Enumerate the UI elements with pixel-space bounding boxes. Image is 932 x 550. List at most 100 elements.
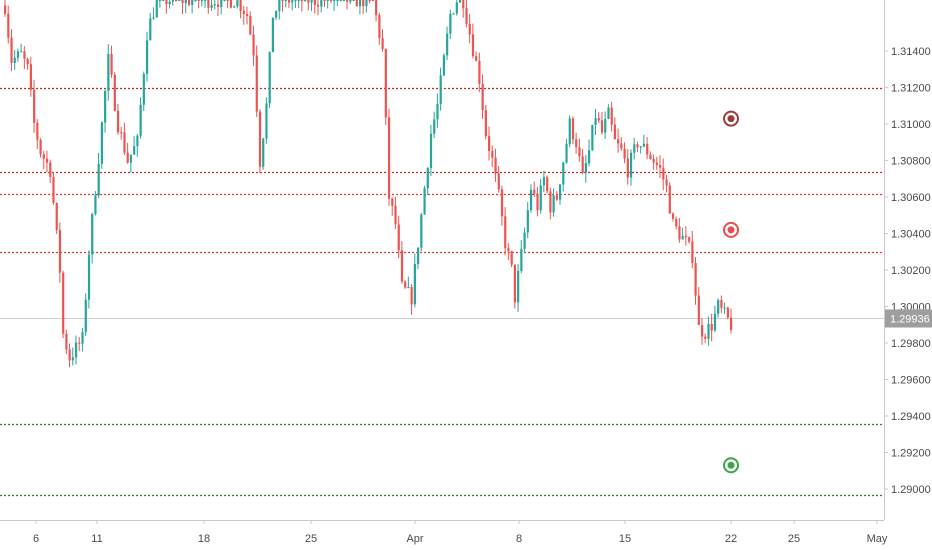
candle-body (381, 38, 384, 49)
candle-body (497, 173, 500, 190)
x-tick-label: 11 (91, 533, 102, 545)
candle-body (129, 154, 133, 163)
candle-body (384, 48, 387, 118)
candle-body (187, 0, 191, 5)
candle-body (352, 0, 355, 1)
candle-body (423, 188, 426, 215)
candle-body (529, 189, 533, 211)
candle-body (26, 59, 29, 65)
candle-body (197, 0, 200, 1)
candle-body (165, 0, 168, 5)
candle-body (158, 0, 162, 1)
y-tick-label: 1.29000 (891, 484, 931, 496)
x-tick-label: 18 (198, 533, 210, 545)
candle-body (358, 0, 362, 7)
x-tick-label: 6 (33, 533, 39, 545)
candle-body (58, 229, 62, 273)
y-tick-label: 1.31200 (891, 83, 931, 95)
candle-body (78, 342, 81, 344)
candle-body (349, 0, 352, 2)
candle-body (471, 34, 475, 57)
candle-body (704, 336, 707, 339)
candle-body (730, 317, 733, 330)
candle-body (629, 152, 633, 178)
candle-body (265, 103, 268, 139)
candle-body (387, 117, 391, 199)
candle-body (610, 107, 613, 125)
y-tick-label: 1.31000 (891, 119, 931, 131)
candle-body (171, 0, 174, 2)
candle-body (488, 136, 491, 151)
y-tick-label: 1.30800 (891, 156, 931, 168)
candle-body (194, 0, 197, 1)
candle-body (139, 104, 142, 136)
x-tick-label: 15 (619, 533, 631, 545)
x-axis-ticks: 6 11 18 25 Apr 8 15 22 25 May (33, 520, 888, 545)
x-tick-label: 8 (516, 533, 522, 545)
candle-body (726, 307, 729, 318)
candle-body (542, 177, 546, 186)
candle-body (175, 0, 178, 1)
candle-body (655, 162, 658, 166)
candle-body (81, 332, 84, 344)
candle-body (404, 281, 407, 288)
candle-body (320, 0, 323, 7)
candle-body (533, 189, 536, 194)
candle-body (436, 103, 439, 120)
y-axis-ticks: 1.290001.292001.294001.296001.298001.300… (884, 46, 931, 496)
candle-body (223, 0, 226, 1)
candle-body (507, 248, 510, 252)
target-marker-dot (727, 226, 735, 234)
candle-body (420, 214, 423, 248)
candle-body (133, 146, 136, 155)
candle-body (45, 158, 49, 163)
candle-body (13, 57, 16, 64)
candle-body (142, 73, 145, 105)
candle-body (391, 198, 394, 206)
candle-body (249, 15, 252, 35)
candle-body (323, 0, 326, 1)
target-marker-dot (727, 115, 735, 123)
candle-body (588, 150, 591, 164)
candle-body (546, 177, 549, 192)
candle-body (242, 10, 245, 14)
candle-body (584, 163, 587, 173)
x-tick-label: 22 (725, 533, 737, 545)
candle-body (717, 300, 720, 314)
candle-body (178, 0, 181, 1)
x-tick-label: 25 (788, 533, 800, 545)
y-tick-label: 1.30400 (891, 229, 931, 241)
candle-body (97, 163, 100, 196)
candle-body (84, 299, 87, 333)
candle-body (691, 241, 694, 264)
candle-body (339, 0, 342, 1)
candle-body (262, 138, 265, 167)
candle-body (478, 60, 481, 84)
candle-body (620, 143, 623, 149)
x-tick-label: Apr (406, 533, 423, 545)
candle-body (500, 189, 504, 217)
candle-body (278, 0, 281, 12)
candle-body (446, 33, 449, 56)
candle-body (723, 307, 726, 309)
candle-body (668, 185, 671, 214)
candle-body (316, 4, 320, 7)
candle-body (239, 0, 242, 11)
y-tick-label: 1.29400 (891, 411, 931, 423)
candle-body (558, 184, 562, 200)
candle-body (594, 118, 597, 126)
candle-body (23, 51, 26, 60)
candle-body (439, 75, 442, 104)
candle-body (429, 133, 433, 169)
current-price-box (885, 309, 932, 328)
candle-body (365, 0, 368, 7)
candle-body (68, 349, 71, 361)
candle-body (220, 0, 223, 7)
x-tick-label: 25 (305, 533, 317, 545)
candle-body (145, 40, 149, 74)
candle-body (568, 118, 571, 144)
candle-body (33, 89, 36, 123)
candle-body (517, 270, 520, 303)
